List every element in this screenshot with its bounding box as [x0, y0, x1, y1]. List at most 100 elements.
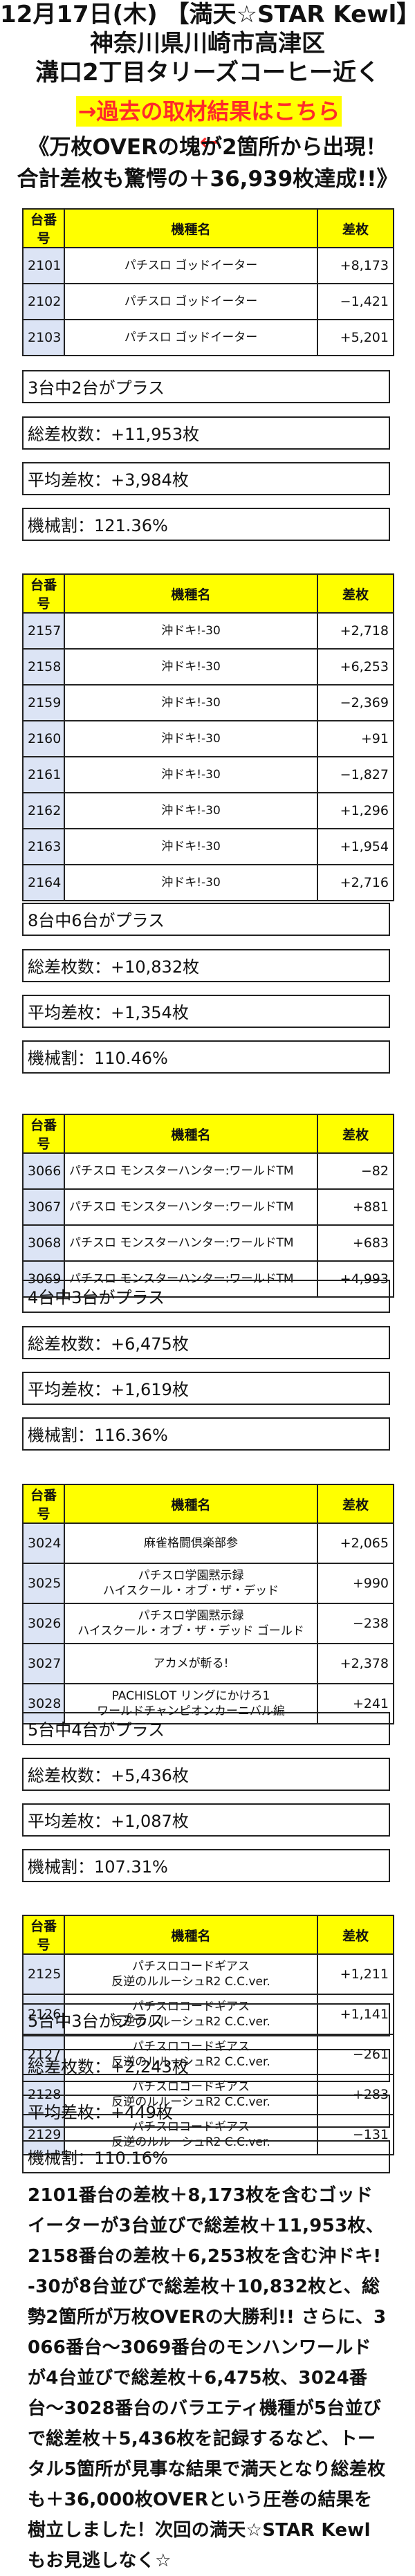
- table-row: 2158 沖ドキ!-30 +6,253: [22, 648, 394, 686]
- machine-number: 3025: [22, 1563, 65, 1604]
- table-row: 2161 沖ドキ!-30 −1,827: [22, 756, 394, 793]
- table-header-row: 台番号 機種名 差枚: [22, 208, 394, 248]
- machine-number: 3068: [22, 1224, 65, 1262]
- machine-number: 2129: [22, 2114, 65, 2155]
- machine-number: 2163: [22, 828, 65, 865]
- machine-diff: +1,954: [317, 828, 394, 865]
- machine-name: パチスロ学園黙示録 ハイスクール・オブ・ザ・デッド ゴールド: [64, 1603, 318, 1644]
- table-row: 2164 沖ドキ!-30 +2,716: [22, 864, 394, 901]
- column-header-no: 台番号: [22, 1915, 65, 1955]
- machine-name: 沖ドキ!-30: [64, 792, 318, 829]
- machine-diff: −1,827: [317, 756, 394, 793]
- machine-name: パチスロコードギアス 反逆のルルーシュR2 C.C.ver.: [64, 1953, 318, 1995]
- machine-name: 沖ドキ!-30: [64, 864, 318, 901]
- table-row: 2159 沖ドキ!-30 −2,369: [22, 684, 394, 721]
- machine-number: 2161: [22, 756, 65, 793]
- column-header-diff: 差枚: [317, 1915, 394, 1955]
- machine-table: 台番号 機種名 差枚 2101 パチスロ ゴッドイーター +8,173 2102 パチ…: [22, 208, 394, 356]
- plus-count: 8台中6台がプラス: [22, 903, 390, 936]
- table-row: 2127 パチスロコードギアス 反逆のルルーシュR2 C.C.ver. −261: [22, 2034, 394, 2075]
- plus-count: 4台中3台がプラス: [22, 1280, 390, 1313]
- machine-diff: +2,718: [317, 612, 394, 650]
- table-row: 3067 パチスロ モンスターハンター:ワールドTM +881: [22, 1188, 394, 1226]
- machine-diff: +5,201: [317, 319, 394, 356]
- table-row: 3025 パチスロ学園黙示録 ハイスクール・オブ・ザ・デッド +990: [22, 1563, 394, 1604]
- table-row: 2103 パチスロ ゴッドイーター +5,201: [22, 319, 394, 356]
- column-header-name: 機種名: [64, 1915, 318, 1955]
- table-row: 3027 アカメが斬る! +2,378: [22, 1643, 394, 1684]
- average-diff: 平均差枚：+449枚: [22, 2095, 390, 2128]
- average-diff: 平均差枚：+1,087枚: [22, 1803, 390, 1837]
- machine-name: アカメが斬る!: [64, 1643, 318, 1684]
- plus-count: 5台中4台がプラス: [22, 1712, 390, 1745]
- machine-diff: +881: [317, 1188, 394, 1226]
- machine-number: 3028: [22, 1683, 65, 1724]
- machine-number: 2160: [22, 720, 65, 757]
- column-header-no: 台番号: [22, 1114, 65, 1154]
- table-row: 2125 パチスロコードギアス 反逆のルルーシュR2 C.C.ver. +1,211: [22, 1953, 394, 1995]
- column-header-diff: 差枚: [317, 1484, 394, 1524]
- machine-name: パチスロ学園黙示録 ハイスクール・オブ・ザ・デッド: [64, 1563, 318, 1604]
- machine-number: 3026: [22, 1603, 65, 1644]
- table-header-row: 台番号 機種名 差枚: [22, 1484, 394, 1524]
- table-row: 2157 沖ドキ!-30 +2,718: [22, 612, 394, 650]
- machine-name: パチスロ ゴッドイーター: [64, 247, 318, 284]
- machine-diff: +990: [317, 1563, 394, 1604]
- table-header-row: 台番号 機種名 差枚: [22, 573, 394, 614]
- machine-number: 2127: [22, 2034, 65, 2075]
- machine-diff: +2,716: [317, 864, 394, 901]
- average-diff: 平均差枚：+1,354枚: [22, 995, 390, 1028]
- event-location: 神奈川県川崎市高津区: [90, 30, 325, 57]
- table-row: 3026 パチスロ学園黙示録 ハイスクール・オブ・ザ・デッド ゴールド −238: [22, 1603, 394, 1644]
- machine-number: 3024: [22, 1522, 65, 1564]
- summary-text: 2101番台の差枚＋8,173枚を含むゴッドイーターが3台並びで総差枚＋11,9…: [28, 2185, 387, 2571]
- plus-count: 5台中3台がプラス: [22, 2003, 390, 2036]
- plus-count: 3台中2台がプラス: [22, 370, 390, 403]
- headline-line-2: 合計差枚も驚愕の＋36,939枚達成!!》: [17, 167, 398, 192]
- machine-diff: +241: [317, 1683, 394, 1724]
- payout-rate: 機械割：107.31%: [22, 1849, 390, 1882]
- table-row: 3028 PACHISLOT リングにかけろ1 ワールドチャンピオンカーニバル編 +2…: [22, 1683, 394, 1724]
- machine-name: パチスロ モンスターハンター:ワールドTM: [64, 1224, 318, 1262]
- machine-diff: +1,141: [317, 1994, 394, 2035]
- payout-rate: 機械割：110.46%: [22, 1040, 390, 1074]
- total-diff: 総差枚数：+11,953枚: [22, 416, 390, 450]
- machine-diff: +683: [317, 1224, 394, 1262]
- machine-table: 台番号 機種名 差枚 2157 沖ドキ!-30 +2,718 2158 沖ドキ!-30…: [22, 573, 394, 901]
- machine-name: 沖ドキ!-30: [64, 684, 318, 721]
- machine-table: 台番号 機種名 差枚 3066 パチスロ モンスターハンター:ワールドTM −82 …: [22, 1114, 394, 1298]
- table-header-row: 台番号 機種名 差枚: [22, 1915, 394, 1955]
- column-header-no: 台番号: [22, 573, 65, 614]
- average-diff: 平均差枚：+3,984枚: [22, 462, 390, 495]
- machine-name: パチスロ モンスターハンター:ワールドTM: [64, 1152, 318, 1190]
- column-header-name: 機種名: [64, 1484, 318, 1524]
- machine-number: 2159: [22, 684, 65, 721]
- table-header-row: 台番号 機種名 差枚: [22, 1114, 394, 1154]
- table-row: 3066 パチスロ モンスターハンター:ワールドTM −82: [22, 1152, 394, 1190]
- machine-number: 2103: [22, 319, 65, 356]
- table-row: 2102 パチスロ ゴッドイーター −1,421: [22, 283, 394, 320]
- machine-number: 3069: [22, 1260, 65, 1298]
- headline: 《万枚OVERの塊が2箇所から出現！ 合計差枚も驚愕の＋36,939枚達成!!》: [0, 131, 415, 196]
- machine-diff: +91: [317, 720, 394, 757]
- past-results-link[interactable]: →過去の取材結果はこちら←: [76, 96, 342, 155]
- table-row: 3068 パチスロ モンスターハンター:ワールドTM +683: [22, 1224, 394, 1262]
- machine-number: 2125: [22, 1953, 65, 1995]
- machine-name: PACHISLOT リングにかけろ1 ワールドチャンピオンカーニバル編: [64, 1683, 318, 1724]
- total-diff: 総差枚数：+2,243枚: [22, 2049, 390, 2082]
- machine-diff: +8,173: [317, 247, 394, 284]
- machine-diff: +2,065: [317, 1522, 394, 1564]
- machine-name: 沖ドキ!-30: [64, 756, 318, 793]
- table-row: 3069 パチスロ モンスターハンター:ワールドTM +4,993: [22, 1260, 394, 1298]
- machine-diff: +2,378: [317, 1643, 394, 1684]
- machine-diff: −1,421: [317, 283, 394, 320]
- event-landmark: 溝口2丁目タリーズコーヒー近く: [35, 59, 380, 86]
- machine-name: パチスロコードギアス 反逆のルルーシュR2 C.C.ver.: [64, 2114, 318, 2155]
- machine-diff: +6,253: [317, 648, 394, 686]
- column-header-name: 機種名: [64, 208, 318, 248]
- machine-number: 3067: [22, 1188, 65, 1226]
- column-header-no: 台番号: [22, 1484, 65, 1524]
- table-row: 2101 パチスロ ゴッドイーター +8,173: [22, 247, 394, 284]
- average-diff: 平均差枚：+1,619枚: [22, 1372, 390, 1405]
